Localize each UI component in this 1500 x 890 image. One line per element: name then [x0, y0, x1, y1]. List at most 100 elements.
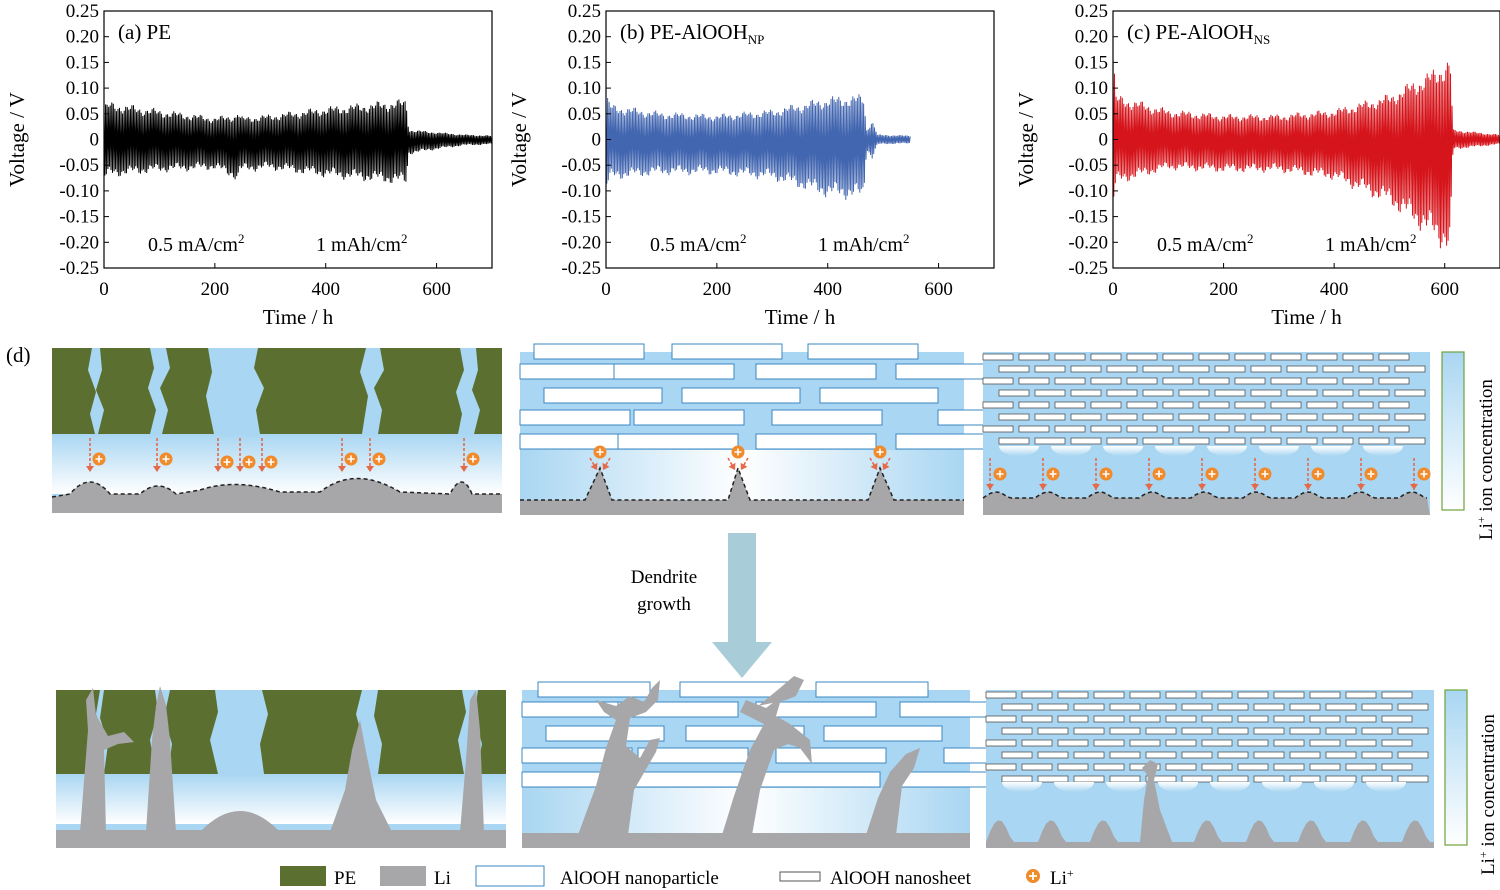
x-axis-label: Time / h: [1271, 305, 1342, 329]
nanosheet: [1273, 715, 1305, 723]
nanosheet: [1126, 425, 1158, 433]
nanosheet: [1289, 751, 1321, 759]
flux-cup: [1311, 446, 1351, 456]
nanoparticle: [807, 343, 919, 360]
nanosheet: [1001, 775, 1033, 783]
x-tick-label: 0: [1108, 279, 1118, 300]
x-tick-label: 600: [924, 279, 953, 300]
nanosheet: [1270, 401, 1302, 409]
nanoparticle: [543, 387, 663, 404]
nanosheet: [1181, 751, 1213, 759]
nanosheet: [1286, 389, 1318, 397]
nanoparticle: [755, 433, 877, 450]
flux-cup: [1002, 782, 1042, 792]
nanosheet: [1381, 715, 1413, 723]
y-tick-label: 0.05: [1075, 104, 1108, 125]
x-axis-label: Time / h: [263, 305, 334, 329]
voltage-charts: 0.25 0.20 0.15 0.10 0.05 0 -0.05 -0.10 -0.15 -0.2…: [5, 1, 1500, 329]
nanosheet: [1325, 703, 1357, 711]
y-tick-label: 0.15: [1075, 52, 1108, 73]
nanoparticle: [759, 771, 881, 788]
y-axis-label: Voltage / V: [5, 92, 29, 187]
x-tick-label: 400: [1320, 279, 1349, 300]
chart-0: 0.25 0.20 0.15 0.10 0.05 0 -0.05 -0.10 -0.15 -0.2…: [5, 1, 493, 329]
nanosheet: [1201, 739, 1233, 747]
nanosheet: [1034, 365, 1066, 373]
nanosheet: [1018, 425, 1050, 433]
nanosheet: [1286, 437, 1318, 445]
y-tick-label: 0.20: [568, 27, 601, 48]
nanosheet: [1070, 413, 1102, 421]
flux-cup: [1158, 782, 1198, 792]
nanosheet: [1178, 413, 1210, 421]
nanosheet: [1306, 425, 1338, 433]
nanosheet: [1093, 715, 1125, 723]
nanosheet: [1054, 425, 1086, 433]
nanosheet: [1237, 739, 1269, 747]
y-tick-label: 0.25: [66, 1, 99, 22]
flux-cup: [1366, 782, 1406, 792]
nanosheet: [1142, 413, 1174, 421]
y-tick-label: 0.15: [66, 52, 99, 73]
nanosheet: [1309, 739, 1341, 747]
nanosheet: [1142, 437, 1174, 445]
nanosheet: [982, 425, 1014, 433]
nanosheet: [1145, 703, 1177, 711]
nanosheet-layer-top: [982, 353, 1426, 456]
capacity-annotation: 1 mAh/cm2: [316, 231, 408, 256]
nanosheet: [1145, 727, 1177, 735]
nanosheet: [1198, 425, 1230, 433]
nanosheet: [1057, 715, 1089, 723]
nanosheet: [1073, 727, 1105, 735]
nanosheet: [1073, 775, 1105, 783]
nanosheet: [1106, 389, 1138, 397]
nanosheet: [1394, 389, 1426, 397]
arrow-label-line1: Dendrite: [631, 567, 697, 588]
nanosheet: [1034, 389, 1066, 397]
nanosheet: [1106, 413, 1138, 421]
nanosheet: [1165, 739, 1197, 747]
nanosheet: [1250, 437, 1282, 445]
flux-cup: [1363, 446, 1403, 456]
nanosheet: [1018, 401, 1050, 409]
nanosheet: [1198, 401, 1230, 409]
nanosheet: [1214, 413, 1246, 421]
nanosheet: [1129, 691, 1161, 699]
legend-label-nanosheet: AlOOH nanosheet: [830, 868, 972, 889]
y-tick-label: 0.20: [1075, 27, 1108, 48]
series-line-0-0: [103, 99, 493, 183]
capacity-annotation: 1 mAh/cm2: [818, 231, 910, 256]
schematic-pe-before: [51, 348, 502, 513]
nanosheet: [1057, 763, 1089, 771]
nanosheet: [1070, 365, 1102, 373]
nanosheet: [1057, 691, 1089, 699]
flux-cup: [1106, 782, 1146, 792]
x-tick-label: 200: [1209, 279, 1238, 300]
nanosheet: [1162, 425, 1194, 433]
nanosheet: [1345, 715, 1377, 723]
y-tick-label: -0.10: [59, 181, 99, 202]
x-tick-label: 400: [311, 279, 340, 300]
nanosheet: [1309, 691, 1341, 699]
nanosheet: [1306, 401, 1338, 409]
nanosheet: [1021, 691, 1053, 699]
nanosheet: [1322, 437, 1354, 445]
nanosheet: [1378, 353, 1410, 361]
nanosheet: [1001, 703, 1033, 711]
nanosheet: [1178, 437, 1210, 445]
panel-label-d: (d): [6, 343, 31, 367]
nanosheet: [1253, 703, 1285, 711]
nanosheet: [1093, 739, 1125, 747]
nanosheet: [1217, 775, 1249, 783]
nanosheet: [1214, 365, 1246, 373]
nanosheet: [1381, 763, 1413, 771]
nanosheet: [1270, 425, 1302, 433]
flux-cup: [1155, 446, 1195, 456]
x-tick-label: 0: [99, 279, 109, 300]
nanosheet: [1090, 377, 1122, 385]
y-tick-label: -0.05: [59, 155, 99, 176]
legend-label-pe: PE: [334, 868, 356, 889]
nanosheet: [1234, 353, 1266, 361]
nanosheet: [1358, 437, 1390, 445]
nanosheet: [1237, 691, 1269, 699]
